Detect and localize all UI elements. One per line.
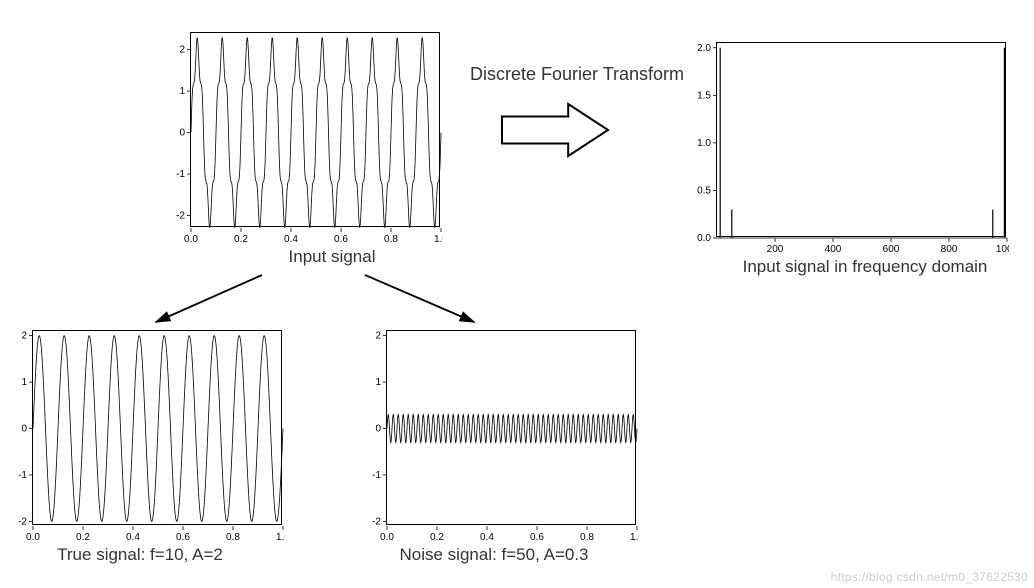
- decomposition-arrows: [0, 0, 1034, 588]
- watermark-text: https://blog.csdn.net/m0_37622530: [831, 570, 1028, 584]
